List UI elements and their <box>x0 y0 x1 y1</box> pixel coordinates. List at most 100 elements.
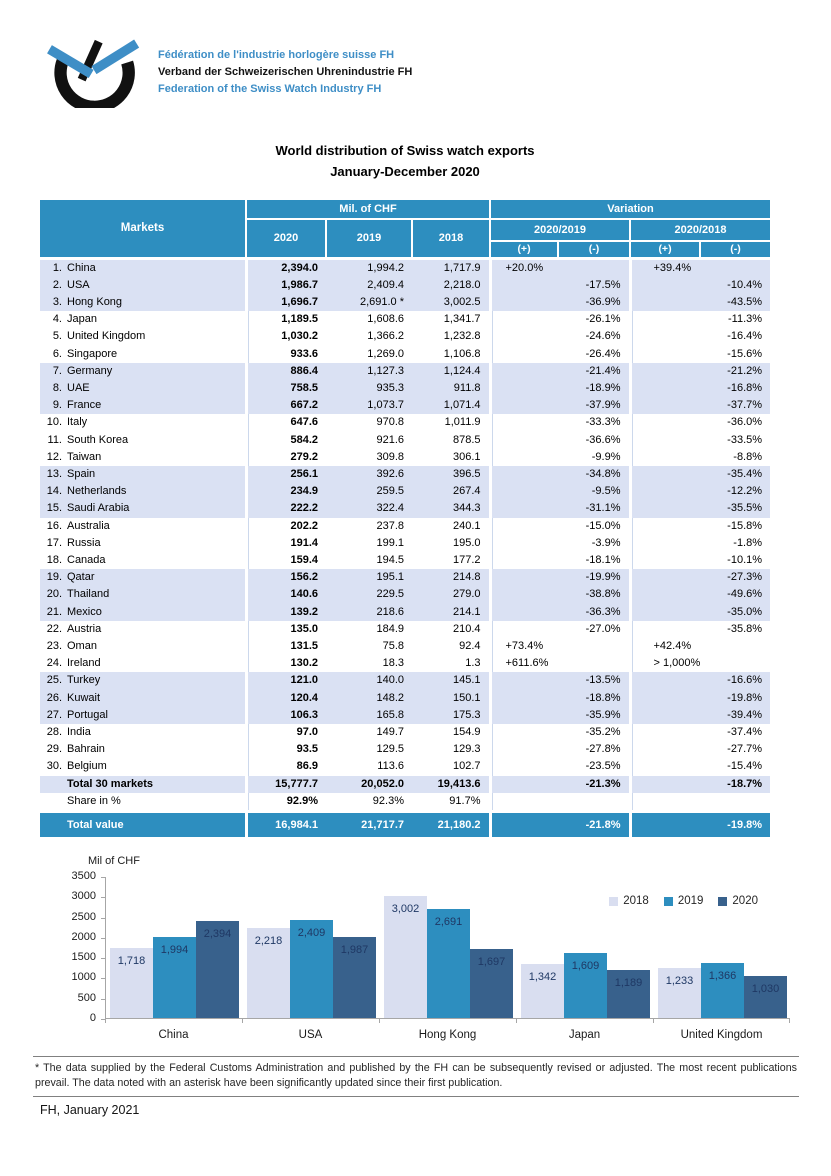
market-rank: 14. <box>46 485 62 498</box>
bar-value-label: 1,994 <box>160 944 189 957</box>
category-label: Hong Kong <box>418 1029 477 1041</box>
value-2018: 195.0 <box>412 534 490 552</box>
legend-swatch <box>609 896 619 906</box>
total30-label: Total 30 markets <box>67 777 154 790</box>
market-rank: 27. <box>46 708 62 721</box>
value-2020: 156.2 <box>244 569 326 587</box>
exports-table: Markets Mil. of CHF Variation 2020 2019 … <box>40 200 771 837</box>
category-label: United Kingdom <box>680 1029 763 1041</box>
variation-2018-minus: -15.6% <box>700 345 771 363</box>
footnote: * The data supplied by the Federal Custo… <box>33 1056 799 1097</box>
legend-item-2018: 2018 <box>609 895 649 907</box>
bar-2018-japan <box>521 963 564 1018</box>
header-year-2019: 2019 <box>325 218 412 258</box>
variation-2018-plus <box>628 620 700 638</box>
value-2020: 758.5 <box>244 379 326 398</box>
y-axis-tick <box>101 937 105 939</box>
bar-2019-hong-kong <box>427 908 470 1018</box>
value-2018: 396.5 <box>412 465 490 484</box>
header-mil-of-chf: Mil. of CHF <box>245 200 490 219</box>
variation-2018-plus <box>628 328 700 346</box>
value-2019: 1,269.0 <box>326 345 412 363</box>
bar-2020-japan <box>607 969 650 1018</box>
value-2020: 1,030.2 <box>244 328 326 346</box>
value-2019: 392.6 <box>326 465 412 484</box>
y-axis-tick <box>101 917 105 919</box>
y-axis-label: 2500 <box>71 910 96 923</box>
variation-2018-plus <box>628 500 700 518</box>
value-2018: 878.5 <box>412 431 490 449</box>
legend-swatch <box>718 896 728 906</box>
market-name: Oman <box>67 639 97 652</box>
total-value-2019: 21,717.7 <box>326 810 412 837</box>
market-rank: 23. <box>46 639 62 652</box>
market-name: Austria <box>67 622 102 635</box>
market-name: Italy <box>67 416 88 429</box>
category-label: USA <box>298 1029 323 1041</box>
market-name: Germany <box>67 364 113 377</box>
market-rank: 3. <box>52 295 62 308</box>
y-axis-label: 500 <box>77 991 96 1004</box>
bar-2020-hong-kong <box>470 949 513 1018</box>
variation-2019-plus <box>488 758 558 776</box>
market-rank: 4. <box>52 313 62 326</box>
value-2018: 1,232.8 <box>412 328 490 346</box>
date-line: FH, January 2021 <box>40 1103 140 1117</box>
value-2020: 86.9 <box>244 758 326 776</box>
value-2019: 935.3 <box>326 379 412 398</box>
variation-2019-plus <box>488 534 558 552</box>
table-body: 1. China 2,394.0 1,994.2 1,717.9 +20.0% +… <box>40 256 771 776</box>
table-row: 16. Australia 202.2 237.8 240.1 -15.0% -1… <box>40 517 771 535</box>
value-2019: 1,994.2 <box>326 256 412 277</box>
y-axis-label: 1500 <box>71 951 96 964</box>
variation-2018-plus <box>628 551 700 570</box>
variation-2018-minus <box>700 256 771 277</box>
market-name: Thailand <box>67 588 110 601</box>
value-2019: 218.6 <box>326 603 412 621</box>
variation-2018-minus: -37.4% <box>700 723 771 742</box>
total30-2020: 15,777.7 <box>244 775 326 793</box>
market-rank: 15. <box>46 502 62 515</box>
market-rank: 24. <box>46 657 62 670</box>
table-row: 5. United Kingdom 1,030.2 1,366.2 1,232.8… <box>40 328 771 346</box>
variation-2019-plus: +20.0% <box>488 256 558 277</box>
title-line-1: World distribution of Swiss watch export… <box>275 143 535 158</box>
variation-2019-plus <box>488 293 558 312</box>
variation-2018-plus <box>628 723 700 742</box>
value-2019: 1,127.3 <box>326 362 412 380</box>
variation-2019-plus <box>488 500 558 518</box>
variation-2018-minus: -15.4% <box>700 758 771 776</box>
variation-2019-minus: -19.9% <box>558 569 630 587</box>
value-2018: 145.1 <box>412 672 490 690</box>
market-name: Russia <box>67 536 101 549</box>
bar-value-label: 1,609 <box>571 959 600 972</box>
legend-swatch <box>663 896 673 906</box>
value-2018: 911.8 <box>412 379 490 398</box>
variation-2018-minus: -39.4% <box>700 706 771 724</box>
market-rank: 11. <box>47 433 62 446</box>
fh-logo-text: Fédération de l'industrie horlogère suis… <box>158 47 412 98</box>
fh-logo-block: Fédération de l'industrie horlogère suis… <box>40 36 412 108</box>
variation-2019-plus <box>488 328 558 346</box>
market-rank: 2. <box>52 278 62 291</box>
value-2018: 175.3 <box>412 706 490 724</box>
market-name: Hong Kong <box>67 295 123 308</box>
variation-2018-plus <box>628 689 700 707</box>
bar-value-label: 1,342 <box>528 970 557 983</box>
variation-2019-plus <box>488 311 558 329</box>
variation-2018-minus: -49.6% <box>700 586 771 604</box>
value-2018: 210.4 <box>412 620 490 638</box>
category-label: China <box>158 1029 189 1041</box>
variation-2018-plus <box>628 293 700 312</box>
variation-2018-minus: -16.6% <box>700 672 771 690</box>
variation-2019-plus <box>488 397 558 415</box>
table-row: 18. Canada 159.4 194.5 177.2 -18.1% -10.1… <box>40 551 771 570</box>
table-row: 11. South Korea 584.2 921.6 878.5 -36.6% … <box>40 431 771 449</box>
market-name: India <box>67 725 91 738</box>
category-label: Japan <box>568 1029 601 1041</box>
variation-2018-minus: -21.2% <box>700 362 771 380</box>
variation-2019-minus: -3.9% <box>558 534 630 552</box>
value-2020: 1,986.7 <box>244 276 326 294</box>
share-row: Share in % 92.9% 92.3% 91.7% <box>40 792 771 812</box>
